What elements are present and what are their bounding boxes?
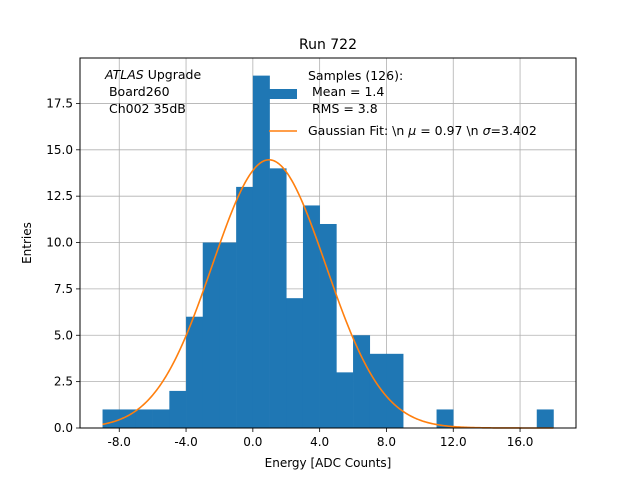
y-tick-label: 7.5 [54,282,73,296]
y-tick-label: 0.0 [54,421,73,435]
legend: Samples (126): Mean = 1.4 RMS = 3.8 Gaus… [269,68,537,138]
y-tick-label: 17.5 [46,96,73,110]
legend-samples-rms: RMS = 3.8 [308,101,378,116]
histogram-bar [102,409,120,428]
annotation-line-1: ATLAS Upgrade [104,67,201,82]
histogram-bar [269,168,287,428]
histogram-bars [102,75,554,428]
histogram-bar [152,409,170,428]
legend-fit-sigma: σ [483,123,492,138]
annotation-line-2: Board260 [105,84,170,99]
x-tick-label: -8.0 [108,435,131,449]
histogram-bar [236,186,254,428]
x-tick-label: 0.0 [243,435,262,449]
axes-frame [79,57,577,429]
legend-samples-swatch [269,89,297,99]
histogram-bar [135,409,153,428]
legend-fit-label: Gaussian Fit: \n μ = 0.97 \n σ=3.402 [308,123,537,138]
y-axis-ticks: 0.0 2.5 5.0 7.5 10.0 12.5 15.0 17.5 [46,96,80,435]
y-axis-label: Entries [20,222,34,264]
legend-samples-line-1: Samples (126): [308,68,403,83]
y-tick-label: 5.0 [54,328,73,342]
histogram-bar [302,205,320,428]
y-tick-label: 12.5 [46,189,73,203]
x-tick-label: 8.0 [377,435,396,449]
y-tick-label: 15.0 [46,143,73,157]
histogram-bar [202,242,220,428]
x-tick-label: 16.0 [507,435,534,449]
annotation-upgrade: Upgrade [144,67,202,82]
histogram-bar [252,75,270,428]
legend-fit-mid: = 0.97 \n [416,123,482,138]
annotation-line-3: Ch002 35dB [105,101,186,116]
legend-fit-after: =3.402 [491,123,537,138]
annotation-atlas: ATLAS [104,67,144,82]
atlas-annotation: ATLAS Upgrade Board260 Ch002 35dB [104,67,201,116]
x-tick-label: -4.0 [174,435,197,449]
histogram-bar [436,409,454,428]
histogram-bar [286,298,304,428]
histogram-bar [319,223,337,428]
x-axis-label: Energy [ADC Counts] [265,456,392,470]
y-tick-label: 10.0 [46,236,73,250]
histogram-bar [353,335,371,428]
histogram-bar [536,409,554,428]
histogram-bar [336,372,354,428]
chart-title: Run 722 [299,37,357,53]
histogram-bar [169,390,187,428]
x-axis-ticks: -8.0 -4.0 0.0 4.0 8.0 12.0 16.0 [108,428,534,449]
histogram-bar [186,316,204,428]
histogram-bar [219,242,237,428]
y-tick-label: 2.5 [54,375,73,389]
legend-fit-text-before: Gaussian Fit: \n [308,123,408,138]
histogram-bar [369,353,387,428]
histogram-bar [386,353,404,428]
x-tick-label: 4.0 [310,435,329,449]
legend-fit-mu: μ [407,123,416,138]
x-tick-label: 12.0 [440,435,467,449]
legend-samples-mean: Mean = 1.4 [308,84,384,99]
